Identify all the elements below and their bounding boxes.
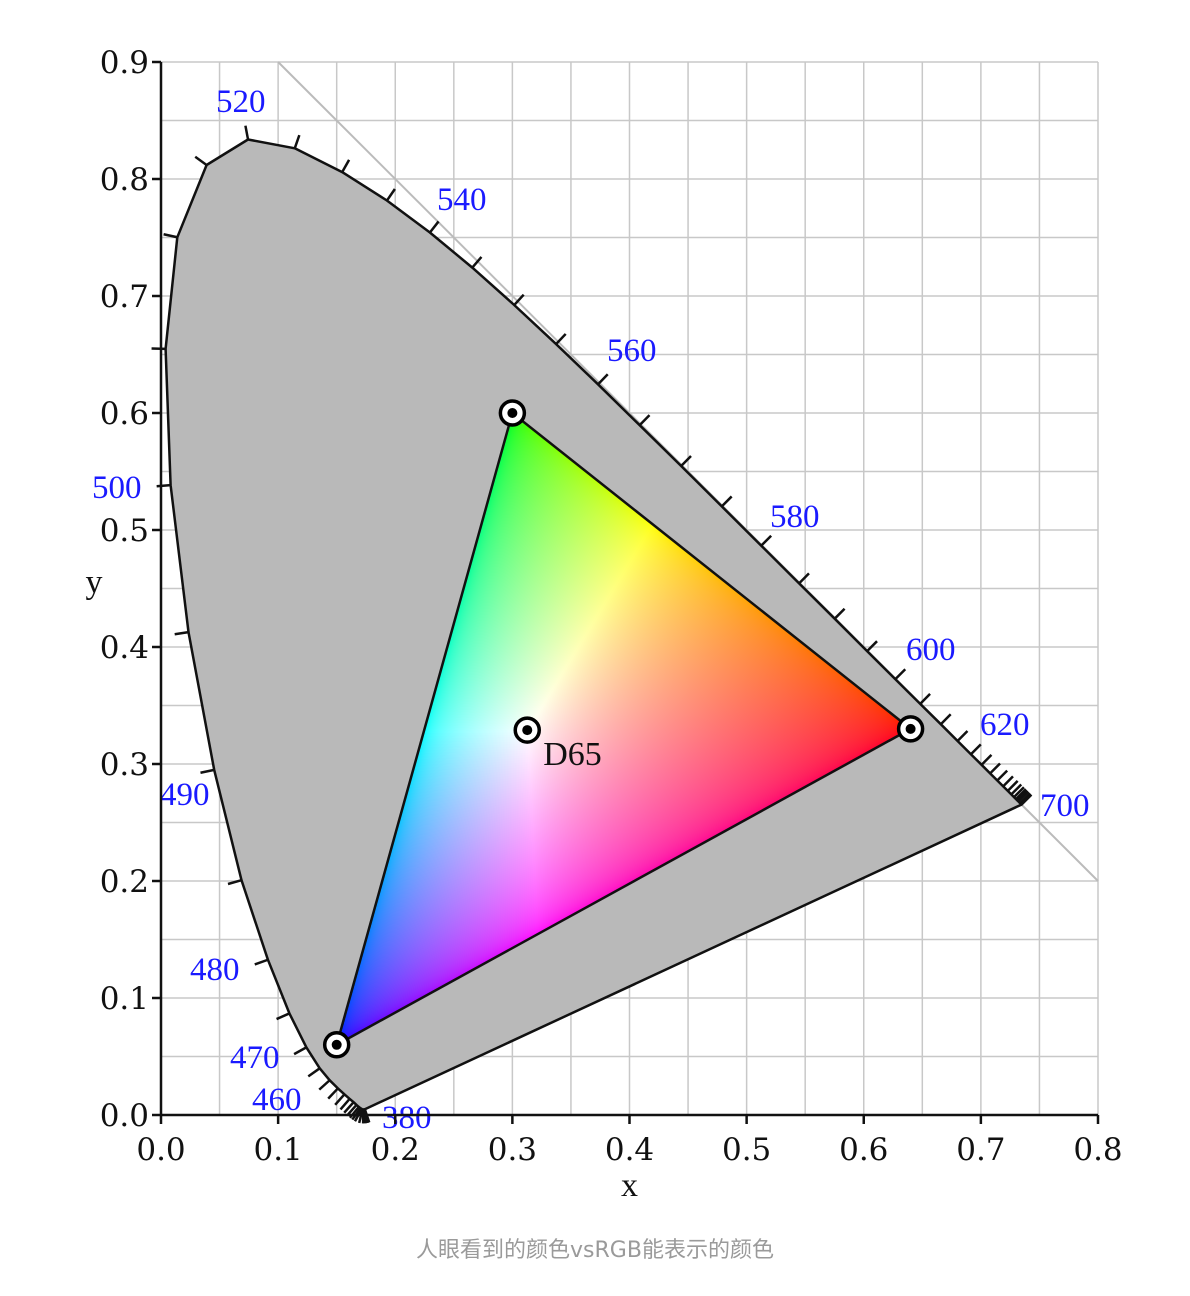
wavelength-tick [327, 1087, 339, 1100]
wavelength-tick [293, 134, 301, 149]
wavelength-label-620: 620 [980, 707, 1030, 743]
y-tick-label: 0.6 [100, 396, 149, 432]
wavelength-tick [341, 159, 351, 173]
wavelength-tick [980, 754, 993, 766]
wavelength-tick [428, 220, 440, 234]
wavelength-tick [174, 630, 189, 636]
y-tick-label: 0.1 [100, 981, 149, 1017]
wavelength-tick [989, 762, 1001, 775]
wavelength-tick [1010, 783, 1023, 796]
wavelength-tick [555, 333, 567, 345]
wavelength-tick [996, 769, 1009, 782]
x-tick-label: 0.4 [605, 1132, 654, 1168]
wavelength-tick [1013, 786, 1025, 798]
blue-primary-marker-dot [331, 1039, 342, 1050]
y-tick-label: 0.0 [100, 1098, 149, 1134]
wavelength-tick [339, 1098, 351, 1111]
y-tick-label: 0.5 [100, 513, 149, 549]
x-tick-label: 0.5 [722, 1132, 771, 1168]
gamut-color-fill [336, 413, 911, 1045]
wavelength-tick [194, 155, 208, 166]
wavelength-tick [919, 693, 931, 705]
wavelength-tick [1019, 792, 1031, 804]
wavelength-tick [513, 293, 525, 306]
wavelength-label-470: 470 [230, 1040, 280, 1076]
wavelength-tick [156, 483, 171, 488]
wavelength-tick [1020, 793, 1033, 806]
wavelength-tick [227, 878, 242, 886]
wavelength-tick [1016, 789, 1029, 802]
wavelength-label-480: 480 [190, 952, 240, 988]
wavelength-label-380: 380 [382, 1100, 432, 1136]
x-tick-label: 0.2 [371, 1132, 420, 1168]
wavelength-tick [1002, 775, 1014, 788]
x-tick-label: 0.0 [136, 1132, 185, 1168]
y-tick-label: 0.4 [100, 630, 149, 666]
y-tick-label: 0.8 [100, 162, 149, 198]
wavelength-tick [346, 1104, 358, 1117]
y-tick-label: 0.9 [100, 45, 149, 81]
x-tick-label: 0.7 [956, 1132, 1005, 1168]
white-point-marker-dot [522, 725, 533, 736]
wavelength-tick [970, 743, 982, 756]
white-point-label: D65 [543, 736, 602, 773]
srgb-gamut-triangle [334, 410, 913, 1048]
wavelength-tick [163, 233, 178, 239]
wavelength-tick [343, 1101, 355, 1114]
x-tick-label: 0.3 [488, 1132, 537, 1168]
wavelength-tick [939, 713, 952, 726]
wavelength-label-500: 500 [92, 470, 142, 506]
caption: 人眼看到的颜色vsRGB能表示的颜色 [416, 1238, 774, 1263]
green-primary-marker-dot [507, 408, 518, 418]
y-axis-label: y [86, 564, 103, 601]
wavelength-label-460: 460 [252, 1082, 302, 1118]
y-tick-label: 0.7 [100, 279, 149, 315]
wavelength-label-700: 700 [1040, 788, 1090, 824]
wavelength-tick [597, 373, 609, 386]
y-tick-label: 0.3 [100, 747, 149, 783]
wavelength-tick [244, 125, 250, 140]
wavelength-tick [200, 768, 215, 774]
x-tick-label: 0.8 [1073, 1132, 1122, 1168]
wavelength-tick [1017, 790, 1030, 803]
wavelength-tick [276, 1012, 290, 1021]
wavelength-tick [318, 1079, 331, 1091]
x-axis-label: x [621, 1167, 638, 1204]
y-tick-label: 0.2 [100, 864, 149, 900]
wavelength-tick [956, 730, 969, 742]
red-primary-marker-dot [905, 723, 916, 734]
wavelength-label-600: 600 [906, 632, 956, 668]
x-tick-label: 0.6 [839, 1132, 888, 1168]
wavelength-tick [1006, 780, 1019, 792]
wavelength-tick [307, 1067, 321, 1078]
wavelength-label-490: 490 [160, 777, 210, 813]
wavelength-tick [334, 1093, 346, 1106]
wavelength-label-520: 520 [216, 84, 266, 120]
wavelength-tick [254, 958, 269, 966]
wavelength-tick [293, 1046, 307, 1056]
wavelength-tick [385, 188, 396, 202]
wavelength-label-560: 560 [607, 333, 657, 369]
wavelength-label-540: 540 [437, 182, 487, 218]
wavelength-tick [471, 256, 483, 269]
wavelength-tick [1015, 788, 1027, 800]
x-tick-label: 0.1 [253, 1132, 302, 1168]
